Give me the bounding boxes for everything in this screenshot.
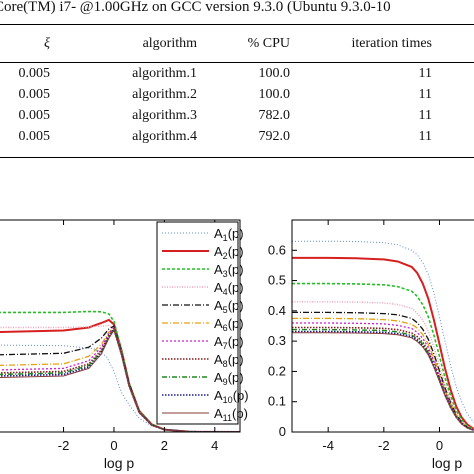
cell-iterations: 11: [418, 65, 432, 81]
right-line-chart: -4 -2 0 0 0.1 0.2 0.3 0.4 0.5 0.6 log p: [268, 219, 474, 471]
x-tick-label: 4: [211, 438, 218, 453]
cell-algorithm: algorithm.1: [132, 65, 197, 81]
table-row: 0.005 algorithm.1 100.0 11: [0, 63, 474, 85]
cell-cpu: 100.0: [258, 86, 291, 102]
axes-frame: [291, 219, 474, 433]
header-algorithm: algorithm: [142, 35, 197, 51]
axes-frame: [0, 219, 241, 433]
header-iteration-times: iteration times: [351, 35, 432, 51]
cell-xi: 0.005: [18, 128, 51, 144]
x-tick-label: 2: [161, 438, 168, 453]
legend-entry-11: A11(p): [214, 406, 248, 423]
table-row: 0.005 algorithm.4 792.0 11: [0, 126, 474, 158]
legend-entry-9: A9(p): [214, 370, 244, 387]
series-line-4: [292, 301, 474, 431]
legend-entry-5: A5(p): [214, 298, 244, 315]
series-line-5: [292, 311, 474, 431]
figure-line-charts: -2 0 2 4 log p A1(p)A2(p)A3(p)A4(p)A5(p)A6(p)…: [0, 219, 474, 471]
left-line-chart: -2 0 2 4 log p A1(p)A2(p)A3(p)A4(p)A5(p)A6(p)…: [0, 219, 249, 471]
series-line-7: [292, 322, 474, 431]
legend-entry-2: A2(p): [214, 244, 244, 261]
x-tick-label: 0: [436, 438, 443, 453]
x-tick-label: -2: [378, 438, 390, 453]
series-line-2: [292, 256, 474, 430]
table-row: 0.005 algorithm.2 100.0 11: [0, 84, 474, 105]
legend-entry-3: A3(p): [214, 262, 244, 279]
legend-entry-6: A6(p): [214, 316, 244, 333]
cell-xi: 0.005: [18, 107, 51, 123]
x-tick-label: 0: [110, 438, 117, 453]
series-line-8: [292, 326, 474, 431]
table-caption: Core(TM) i7- @1.00GHz on GCC version 9.3…: [0, 0, 474, 20]
cell-xi: 0.005: [18, 65, 51, 81]
cell-cpu: 100.0: [258, 65, 291, 81]
y-tick-label: 0.3: [268, 333, 286, 348]
y-tick-label: 0.2: [268, 363, 286, 378]
series-line-3: [292, 282, 474, 431]
y-tick-label: 0: [279, 424, 286, 439]
table-row: 0.005 algorithm.3 782.0 11: [0, 105, 474, 126]
x-tick-label: -2: [58, 438, 70, 453]
y-tick-label: 0.4: [268, 303, 286, 318]
legend-entry-4: A4(p): [214, 280, 244, 297]
series-line-11: [292, 332, 474, 431]
header-xi: ξ: [44, 35, 50, 51]
chart-legend: A1(p)A2(p)A3(p)A4(p)A5(p)A6(p)A7(p)A8(p)…: [156, 221, 249, 425]
y-tick-label: 0.1: [268, 394, 286, 409]
legend-entry-10: A10(p): [214, 388, 249, 405]
cell-iterations: 11: [418, 107, 432, 123]
caption-text: Core(TM) i7- @1.00GHz on GCC version 9.3…: [0, 0, 391, 15]
results-table: ξ algorithm % CPU iteration times 0.005 …: [0, 24, 474, 158]
series-line-1: [292, 240, 474, 423]
cell-xi: 0.005: [18, 86, 51, 102]
cell-algorithm: algorithm.3: [132, 107, 197, 123]
x-axis-label: log p: [104, 455, 135, 471]
legend-entry-8: A8(p): [214, 352, 244, 369]
y-tick-label: 0.6: [268, 242, 286, 257]
table-header-row: ξ algorithm % CPU iteration times: [0, 24, 474, 63]
y-tick-label: 0.5: [268, 273, 286, 288]
x-tick-label: -4: [322, 438, 334, 453]
legend-entry-1: A1(p): [214, 226, 244, 243]
cell-algorithm: algorithm.4: [132, 128, 197, 144]
cell-cpu: 782.0: [258, 107, 291, 123]
header-cpu: % CPU: [247, 35, 290, 51]
legend-entry-7: A7(p): [214, 334, 244, 351]
cell-iterations: 11: [418, 86, 432, 102]
cell-algorithm: algorithm.2: [132, 86, 197, 102]
x-axis-label: log p: [432, 455, 463, 471]
cell-cpu: 792.0: [258, 128, 291, 144]
cell-iterations: 11: [418, 128, 432, 144]
